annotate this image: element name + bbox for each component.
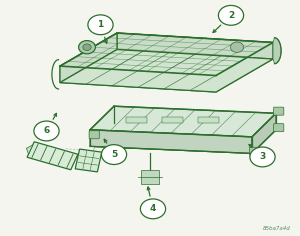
Text: 6: 6: [44, 126, 50, 135]
Circle shape: [230, 42, 244, 52]
Circle shape: [140, 199, 166, 219]
Polygon shape: [27, 142, 78, 170]
Polygon shape: [216, 42, 273, 92]
FancyBboxPatch shape: [274, 124, 284, 132]
Polygon shape: [162, 117, 183, 123]
FancyBboxPatch shape: [274, 107, 284, 115]
Polygon shape: [90, 130, 252, 153]
Text: 1: 1: [98, 20, 103, 29]
Circle shape: [218, 5, 244, 25]
Polygon shape: [60, 50, 273, 92]
Polygon shape: [117, 33, 273, 59]
Polygon shape: [141, 170, 159, 184]
FancyBboxPatch shape: [89, 131, 99, 139]
Polygon shape: [75, 149, 102, 172]
Polygon shape: [60, 33, 117, 83]
Circle shape: [88, 15, 113, 35]
Polygon shape: [126, 117, 147, 123]
Text: 85ba7a4d: 85ba7a4d: [263, 226, 291, 231]
Polygon shape: [60, 33, 273, 76]
Circle shape: [101, 145, 127, 164]
Text: 5: 5: [111, 150, 117, 159]
Circle shape: [79, 41, 95, 54]
Polygon shape: [273, 38, 281, 64]
Circle shape: [83, 44, 91, 51]
Text: 4: 4: [150, 204, 156, 213]
Polygon shape: [198, 117, 219, 123]
Polygon shape: [60, 66, 216, 92]
Text: 3: 3: [260, 152, 266, 161]
Circle shape: [34, 121, 59, 141]
Polygon shape: [90, 106, 276, 137]
Polygon shape: [90, 123, 276, 153]
FancyBboxPatch shape: [250, 147, 260, 155]
Circle shape: [250, 147, 275, 167]
Text: 2: 2: [228, 11, 234, 20]
Polygon shape: [252, 113, 276, 153]
Polygon shape: [26, 145, 33, 154]
